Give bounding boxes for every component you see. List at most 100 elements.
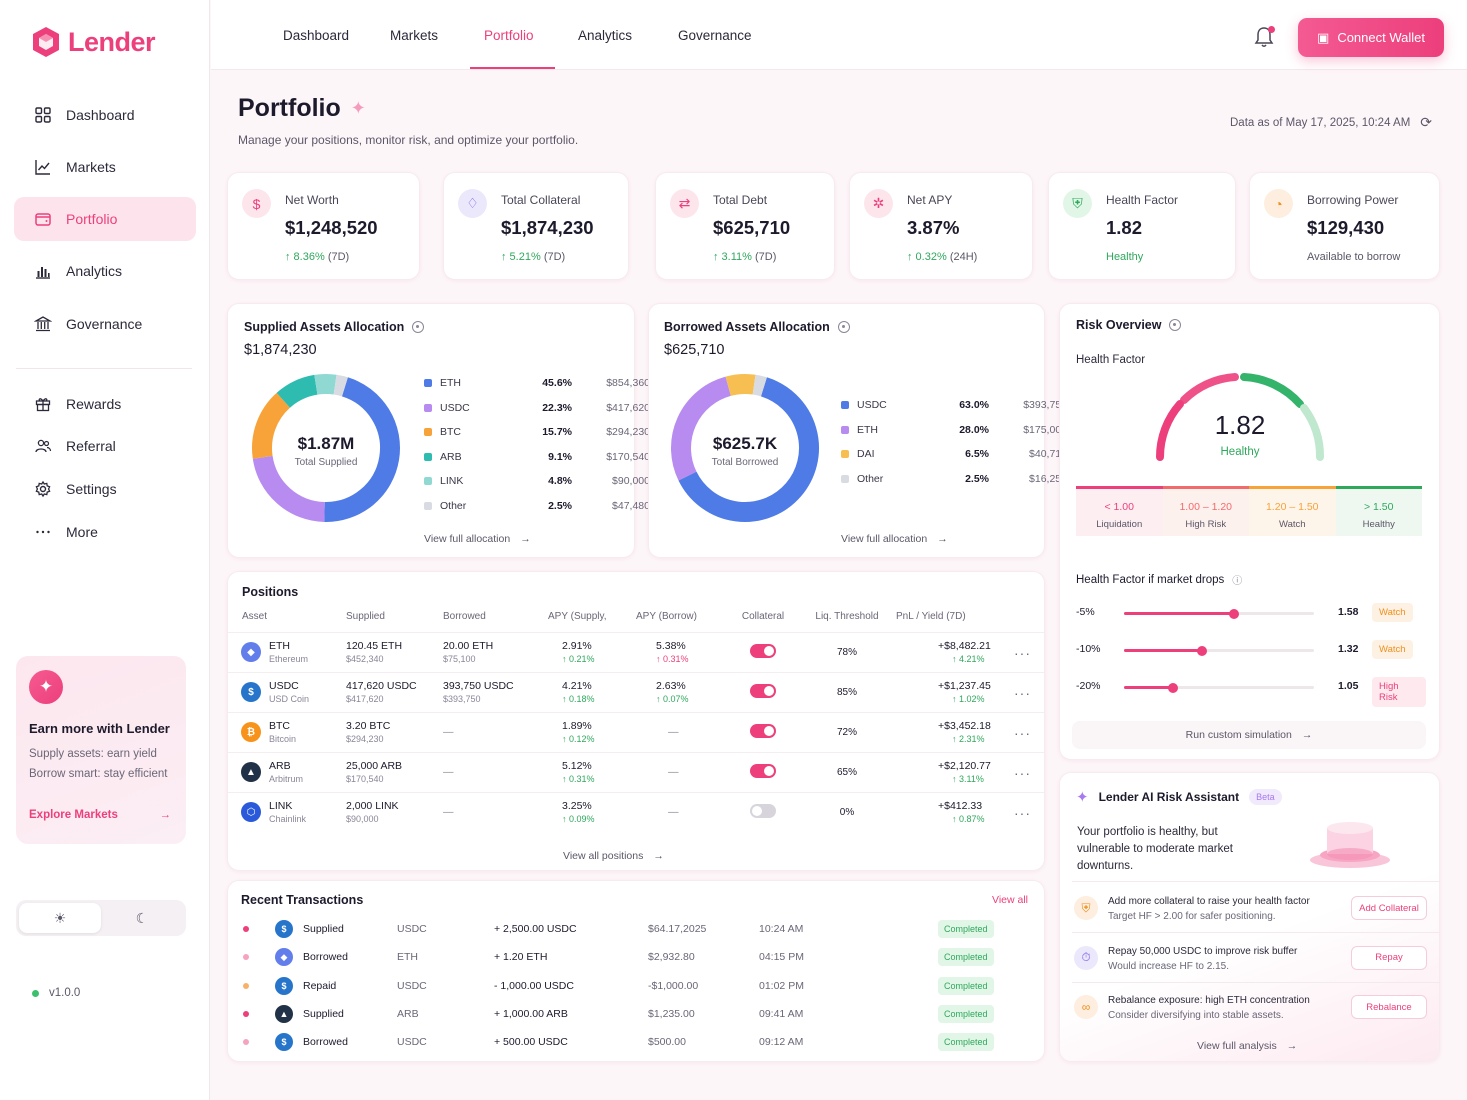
donut-slice-arb[interactable] [276, 374, 318, 409]
recommendation-button[interactable]: Add Collateral [1351, 896, 1427, 920]
position-row-arb[interactable]: ▲ ARB Arbitrum 25,000 ARB $170,540—5.12% ↑ 0.… [228, 751, 1044, 792]
asset-cell: ◆ ETH Ethereum [228, 631, 346, 672]
ellipsis-icon [34, 523, 52, 541]
bell-icon[interactable] [1254, 26, 1274, 48]
theme-toggle[interactable]: ☀ ☾ [16, 900, 186, 936]
drop-slider-handle[interactable] [1168, 682, 1179, 693]
sidebar-item-more[interactable]: More [14, 511, 196, 553]
collateral-toggle[interactable] [750, 643, 776, 658]
connect-wallet-button[interactable]: ▣ Connect Wallet [1298, 18, 1444, 57]
sidebar-item-analytics[interactable]: Analytics [14, 249, 196, 293]
sidebar-item-portfolio[interactable]: Portfolio [14, 197, 196, 241]
sidebar-item-referral[interactable]: Referral [14, 425, 196, 467]
sidebar-item-rewards[interactable]: Rewards [14, 383, 196, 425]
connect-wallet-label: Connect Wallet [1337, 30, 1425, 45]
donut-slice-eth[interactable] [671, 376, 732, 481]
drop-slider-handle[interactable] [1196, 645, 1207, 656]
more-actions-icon[interactable]: ··· [1014, 764, 1031, 781]
drop-slider-track[interactable] [1124, 608, 1314, 619]
donut-slice-dai[interactable] [725, 374, 756, 397]
eye-icon[interactable] [412, 321, 425, 333]
transaction-row[interactable]: ▲ Supplied ARB + 1,000.00 ARB $1,235.00 09:41… [228, 1000, 1044, 1028]
tab-governance[interactable]: Governance [678, 28, 752, 43]
legend-value: $175,000 [1023, 423, 1067, 436]
transactions-view-all-link[interactable]: View all [992, 894, 1028, 906]
position-row-btc[interactable]: ₿ BTC Bitcoin 3.20 BTC $294,230—1.89% ↑ 0.12%… [228, 711, 1044, 752]
refresh-icon[interactable]: ⟳ [1420, 114, 1433, 130]
borrowed-center-value: $625.7K [712, 434, 778, 453]
column-header: Collateral [741, 611, 785, 623]
recommendation-button[interactable]: Repay [1351, 945, 1427, 970]
eye-icon[interactable] [1169, 319, 1182, 331]
sidebar-item-dashboard[interactable]: Dashboard [14, 93, 196, 137]
collateral-toggle[interactable] [750, 683, 776, 698]
recommendation-button[interactable]: Rebalance [1351, 995, 1427, 1019]
donut-slice-other[interactable] [333, 374, 348, 397]
donut-slice-btc[interactable] [252, 392, 291, 459]
donut-slice-usdc[interactable] [252, 455, 326, 522]
info-icon[interactable]: ⓘ [1232, 576, 1243, 587]
transaction-row[interactable]: $ Supplied USDC + 2,500.00 USDC $64.17,2025 1… [228, 915, 1044, 943]
stat-value: 3.87% [907, 217, 960, 238]
borrowed-cell: 393,750 USDC $393,750 [443, 671, 548, 712]
bar-chart-icon [34, 262, 52, 280]
page-title: Portfolio ✦ [238, 94, 366, 123]
sidebar-item-markets[interactable]: Markets [14, 145, 196, 189]
sidebar-item-label: Referral [66, 438, 116, 454]
pnl-cell: +$2,120.77 ↑ 3.11% [896, 751, 1044, 792]
borrowed-cell: — [443, 711, 548, 752]
moon-icon[interactable]: ☾ [135, 909, 149, 926]
position-row-usdc[interactable]: $ USDC USD Coin 417,620 USDC $417,620 393,750… [228, 671, 1044, 712]
transaction-row[interactable]: ◆ Borrowed ETH + 1.20 ETH $2,932.80 04:15 PM C… [228, 943, 1044, 971]
tab-markets[interactable]: Markets [390, 28, 439, 43]
sun-icon[interactable]: ☀ [19, 903, 101, 933]
apy-supply-cell: 3.25% ↑ 0.09% [548, 791, 636, 832]
transaction-row[interactable]: $ Borrowed USDC + 500.00 USDC $500.00 09:12 A… [228, 1028, 1044, 1056]
explore-markets-link[interactable]: Explore Markets → [29, 809, 171, 821]
donut-slice-eth[interactable] [324, 377, 400, 522]
tab-analytics[interactable]: Analytics [578, 28, 633, 43]
run-simulation-button[interactable]: Run custom simulation → [1072, 721, 1426, 749]
coins-illustration [1310, 822, 1390, 868]
more-actions-icon[interactable]: ··· [1014, 684, 1031, 701]
asset-name: ETH Ethereum [269, 640, 308, 664]
brand-logo[interactable]: Lender [32, 26, 156, 58]
tab-dashboard[interactable]: Dashboard [283, 28, 350, 43]
more-actions-icon[interactable]: ··· [1014, 644, 1031, 661]
collateral-toggle[interactable] [750, 723, 776, 738]
collateral-cell [728, 791, 798, 832]
position-row-link[interactable]: ⬡ LINK Chainlink 2,000 LINK $90,000—3.25% ↑ 0… [228, 791, 1044, 832]
collateral-toggle[interactable] [750, 803, 776, 818]
sidebar-item-settings[interactable]: Settings [14, 468, 196, 510]
borrowed-view-allocation-link[interactable]: View full allocation → [841, 533, 948, 545]
view-all-positions-link[interactable]: View all positions → [563, 850, 664, 862]
hf-band-range: 1.00 – 1.20 [1179, 501, 1233, 513]
column-header: APY (Supply, [548, 611, 607, 623]
recommendation-sub: Target HF > 2.00 for safer positioning. [1108, 911, 1276, 922]
sidebar-item-label: Analytics [66, 263, 123, 279]
view-full-analysis-link[interactable]: View full analysis → [1197, 1040, 1297, 1052]
more-actions-icon[interactable]: ··· [1014, 804, 1031, 821]
donut-slice-other[interactable] [752, 374, 767, 397]
tab-portfolio[interactable]: Portfolio [484, 28, 534, 43]
timeline-dot [243, 982, 249, 989]
supplied-donut-center: $1.87M Total Supplied [276, 434, 376, 468]
more-actions-icon[interactable]: ··· [1014, 724, 1031, 741]
supplied-view-allocation-link[interactable]: View full allocation → [424, 533, 531, 545]
collateral-toggle[interactable] [750, 763, 776, 778]
donut-slice-usdc[interactable] [678, 377, 819, 522]
health-factor-bands: < 1.00 Liquidation 1.00 – 1.20 High Risk 1.2… [1076, 486, 1422, 536]
sidebar-item-governance[interactable]: Governance [14, 302, 196, 346]
sidebar-item-label: Dashboard [66, 107, 135, 123]
drop-slider-track[interactable] [1124, 682, 1314, 693]
status-badge: Completed [938, 1033, 994, 1052]
position-row-eth[interactable]: ◆ ETH Ethereum 120.45 ETH $452,340 20.00 ETH $… [228, 631, 1044, 672]
sidebar-item-label: Portfolio [66, 211, 118, 227]
eye-icon[interactable] [837, 321, 850, 333]
donut-slice-link[interactable] [314, 374, 337, 395]
drop-slider-track[interactable] [1124, 645, 1314, 656]
ai-recommendation: ∞ Rebalance exposure: high ETH concentrat… [1072, 983, 1432, 1031]
drop-slider-handle[interactable] [1229, 608, 1240, 619]
transaction-type: Borrowed [303, 951, 348, 964]
transaction-row[interactable]: $ Repaid USDC - 1,000.00 USDC -$1,000.00 01:0… [228, 972, 1044, 1000]
